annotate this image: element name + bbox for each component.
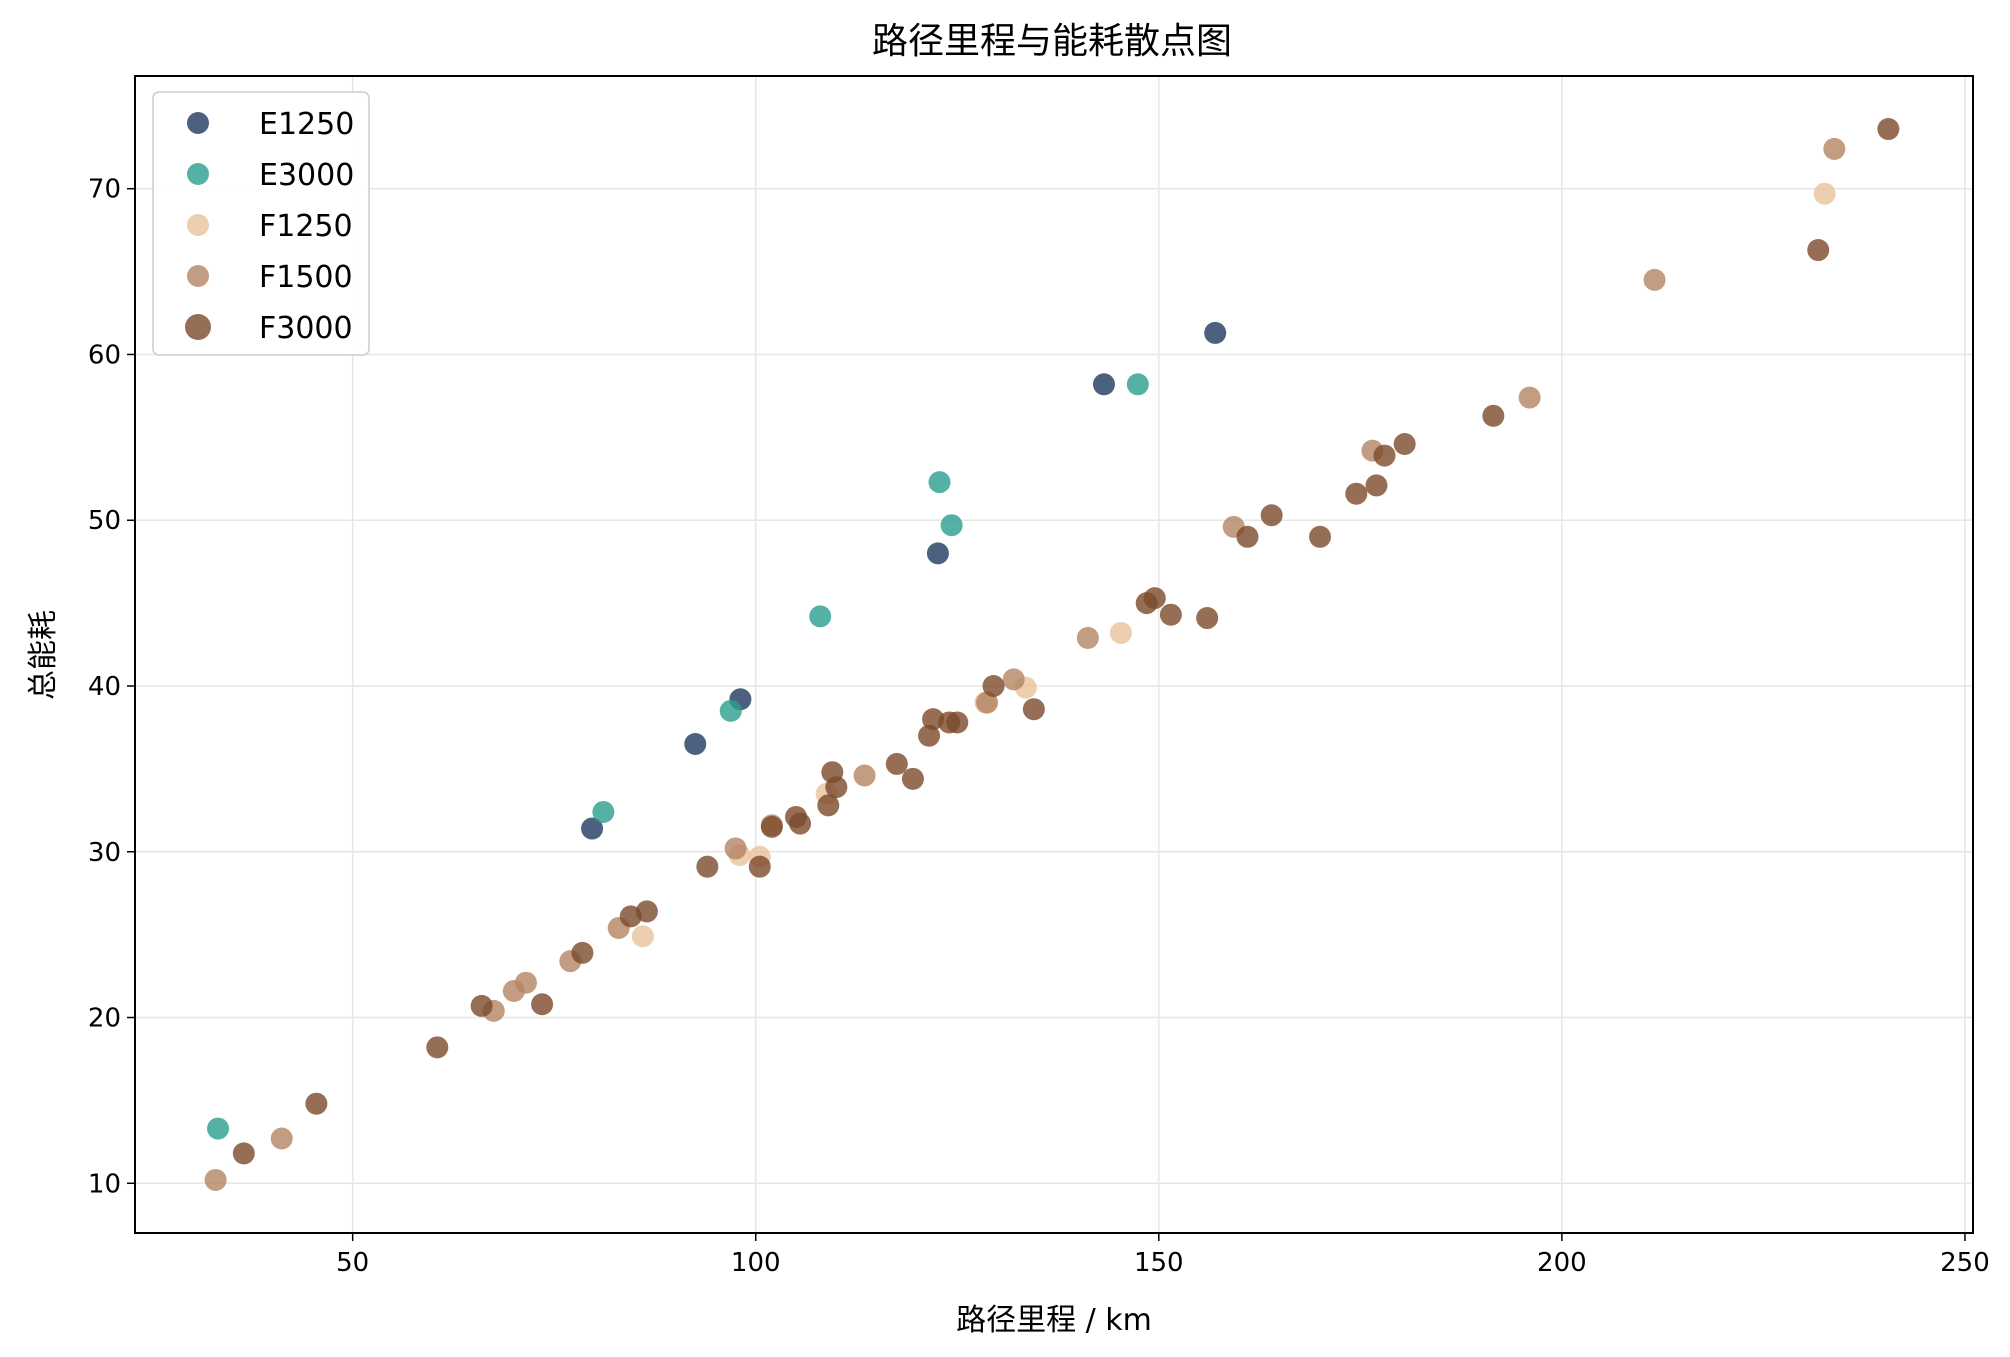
- legend-marker: [185, 314, 211, 340]
- data-point: [305, 1092, 328, 1115]
- legend-marker: [187, 163, 209, 185]
- data-point: [531, 993, 554, 1016]
- data-point: [1159, 603, 1182, 626]
- chart-title: 路径里程与能耗散点图: [872, 21, 1232, 62]
- data-point: [270, 1127, 293, 1150]
- data-point: [684, 733, 707, 756]
- plot-area: [135, 76, 1973, 1233]
- data-point: [817, 794, 840, 817]
- series-f3000: [232, 118, 1900, 1165]
- data-point: [809, 605, 832, 628]
- data-point: [724, 837, 747, 860]
- data-point: [1373, 444, 1396, 467]
- data-point: [581, 817, 604, 840]
- x-tick-label: 100: [731, 1248, 781, 1278]
- data-points: [204, 118, 1900, 1191]
- data-point: [719, 699, 742, 722]
- legend: E1250 E3000 F1250 F1500 F3000: [152, 91, 370, 356]
- data-point: [1196, 607, 1219, 630]
- plot-frame: [134, 75, 1974, 1234]
- y-tick-label: 70: [88, 175, 121, 205]
- legend-label: F3000: [259, 311, 353, 346]
- data-point: [635, 900, 658, 923]
- data-point: [789, 812, 812, 835]
- data-point: [207, 1117, 230, 1140]
- legend-marker: [187, 214, 209, 236]
- data-point: [470, 994, 493, 1017]
- data-point: [760, 815, 783, 838]
- data-point: [928, 471, 951, 494]
- data-point: [631, 925, 654, 948]
- data-point: [592, 800, 615, 823]
- data-point: [426, 1036, 449, 1059]
- data-point: [1807, 239, 1830, 262]
- data-point: [1092, 373, 1115, 396]
- data-point: [571, 941, 594, 964]
- data-point: [514, 971, 537, 994]
- data-point: [1002, 668, 1025, 691]
- data-point: [696, 855, 719, 878]
- data-point: [1076, 626, 1099, 649]
- data-point: [748, 855, 771, 878]
- data-point: [976, 691, 999, 714]
- legend-marker: [187, 265, 209, 287]
- legend-label: E3000: [259, 158, 354, 193]
- data-point: [1126, 373, 1149, 396]
- data-point: [885, 752, 908, 775]
- x-tick-label: 50: [336, 1248, 369, 1278]
- y-tick-label: 40: [88, 672, 121, 702]
- x-tick-label: 250: [1940, 1248, 1990, 1278]
- data-point: [1393, 432, 1416, 455]
- data-point: [1345, 482, 1368, 505]
- data-point: [982, 674, 1005, 697]
- data-point: [1518, 386, 1541, 409]
- data-point: [940, 514, 963, 537]
- data-point: [1877, 118, 1900, 141]
- data-point: [204, 1168, 227, 1191]
- data-point: [901, 767, 924, 790]
- x-axis-title: 路径里程 / km: [956, 1303, 1152, 1338]
- data-point: [926, 542, 949, 565]
- legend-label: E1250: [259, 107, 354, 142]
- series-e1250: [581, 321, 1227, 840]
- data-point: [1482, 404, 1505, 427]
- legend-label: F1500: [259, 260, 353, 295]
- data-point: [1260, 504, 1283, 527]
- legend-box: [152, 91, 370, 356]
- legend-label: F1250: [259, 209, 353, 244]
- legend-marker: [187, 112, 209, 134]
- data-point: [1109, 621, 1132, 644]
- data-point: [1022, 698, 1045, 721]
- data-point: [1365, 474, 1388, 497]
- data-point: [1823, 137, 1846, 160]
- grid-lines: [135, 76, 1973, 1233]
- data-point: [918, 724, 941, 747]
- series-e3000: [207, 373, 1149, 1140]
- x-tick-label: 150: [1134, 1248, 1184, 1278]
- data-point: [1309, 525, 1332, 548]
- y-tick-label: 10: [88, 1169, 121, 1199]
- y-tick-label: 60: [88, 340, 121, 370]
- data-point: [1813, 182, 1836, 205]
- data-point: [946, 711, 969, 734]
- data-point: [1236, 525, 1259, 548]
- x-tick-label: 200: [1537, 1248, 1587, 1278]
- data-point: [1204, 321, 1227, 344]
- data-point: [1143, 587, 1166, 610]
- y-axis-title: 总能耗: [26, 610, 61, 700]
- y-tick-label: 20: [88, 1004, 121, 1034]
- data-point: [853, 764, 876, 787]
- data-point: [825, 776, 848, 799]
- data-point: [232, 1142, 255, 1165]
- data-point: [1643, 268, 1666, 291]
- y-tick-label: 50: [88, 506, 121, 536]
- axis-ticks: 50 100 150 200 250 10 20 30 40 50 60 70: [88, 175, 1990, 1278]
- y-tick-label: 30: [88, 838, 121, 868]
